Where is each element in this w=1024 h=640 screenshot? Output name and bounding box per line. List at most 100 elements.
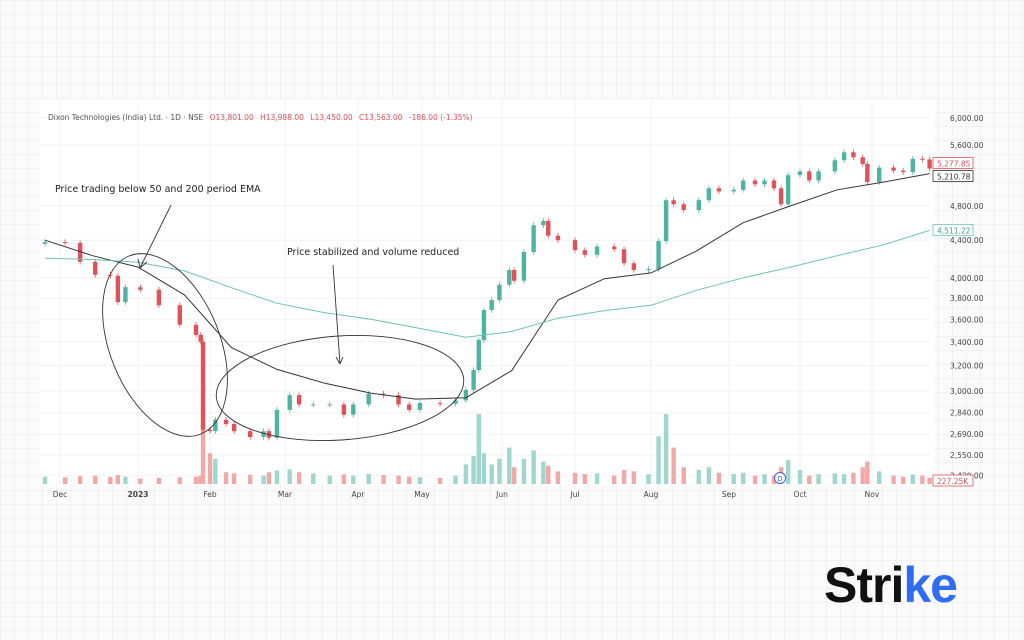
- volume-bar: [860, 467, 865, 484]
- volume-bar: [762, 474, 767, 484]
- symbol-name: Dixon Technologies (India) Ltd. · 1D · N…: [48, 113, 204, 122]
- candle-body: [910, 158, 915, 173]
- volume-bar: [706, 467, 712, 484]
- candle-body: [555, 235, 561, 241]
- volume-bar: [541, 461, 546, 484]
- candle-body: [511, 269, 517, 281]
- candle-body: [198, 334, 203, 342]
- volume-bar: [851, 472, 856, 484]
- symbol-header: Dixon Technologies (India) Ltd. · 1D · N…: [48, 113, 473, 122]
- volume-bar: [261, 475, 266, 484]
- annotation-text-middle: Price stabilized and volume reduced: [287, 247, 460, 258]
- y-tick-label: 3,800.00: [950, 294, 984, 303]
- volume-bar: [741, 472, 746, 484]
- x-tick-label: Jun: [495, 490, 508, 499]
- x-tick-label: Jul: [569, 490, 579, 499]
- x-tick-label: May: [414, 490, 430, 499]
- x-tick-label: Dec: [53, 490, 68, 499]
- volume-bar: [366, 473, 371, 484]
- volume-bar: [481, 453, 487, 484]
- volume-bar: [696, 470, 702, 484]
- y-tick-label: 2,550.00: [950, 451, 984, 460]
- candle-body: [594, 246, 600, 255]
- volume-bar: [646, 474, 651, 484]
- candle-body: [646, 268, 651, 270]
- volume-bar: [453, 475, 458, 484]
- candle-body: [261, 431, 266, 438]
- candle-body: [437, 403, 443, 405]
- candle-body: [463, 389, 469, 401]
- volume-bar: [417, 477, 423, 484]
- ohlc-open: O13,801.00: [209, 113, 254, 122]
- volume-bar: [156, 477, 162, 484]
- volume-bar: [511, 467, 517, 484]
- volume-label: 227.25K: [937, 477, 969, 486]
- candle-body: [631, 263, 637, 270]
- y-tick-label: 4,800.00: [950, 202, 984, 211]
- candle-body: [507, 269, 512, 285]
- volume-bar: [594, 473, 600, 484]
- volume-bar: [832, 473, 838, 484]
- candle-body: [546, 220, 551, 236]
- candle-body: [696, 200, 702, 211]
- last-price-label-box: [932, 157, 974, 169]
- volume-bar: [521, 458, 527, 484]
- volume-bar: [656, 436, 661, 484]
- candle-body: [327, 404, 332, 406]
- candle-body: [716, 188, 722, 192]
- ema200-price-label: 4,511.22: [937, 226, 971, 235]
- candle-body: [200, 341, 206, 430]
- annotation-ellipse-left: [102, 253, 228, 437]
- candle-body: [865, 163, 870, 183]
- candle-body: [891, 167, 896, 171]
- volume-bar: [572, 472, 578, 484]
- candle-body: [471, 370, 476, 390]
- y-tick-label: 3,200.00: [950, 362, 984, 371]
- x-tick-label: 2023: [128, 490, 149, 499]
- candle-body: [832, 160, 838, 172]
- svg-text:D: D: [777, 475, 782, 483]
- price-change: -186.00 (-1.35%): [408, 113, 473, 122]
- candle-body: [681, 204, 686, 211]
- candle-body: [752, 180, 758, 185]
- volume-bar: [471, 456, 476, 484]
- candle-body: [621, 249, 627, 264]
- candle-body: [138, 287, 143, 290]
- dividend-marker[interactable]: D: [774, 472, 786, 484]
- y-tick-label: 3,600.00: [950, 315, 984, 324]
- volume-bar: [785, 460, 791, 484]
- x-tick-label: Mar: [278, 490, 293, 499]
- candle-body: [920, 158, 925, 160]
- volume-bar: [489, 464, 494, 484]
- x-tick-label: Aug: [644, 490, 659, 499]
- candle-body: [481, 310, 487, 341]
- candle-body: [731, 189, 736, 192]
- volume-bar: [546, 465, 551, 484]
- candle-body: [296, 395, 302, 405]
- volume-bar: [555, 471, 561, 484]
- y-tick-label: 5,600.00: [950, 141, 984, 150]
- candle-body: [901, 170, 906, 173]
- candle-body: [213, 419, 218, 432]
- candle-body: [93, 261, 98, 275]
- candle-body: [396, 395, 401, 405]
- candle-body: [476, 340, 481, 371]
- plot-area: [40, 100, 935, 485]
- ema200-line: [44, 229, 930, 338]
- candle-body: [108, 274, 113, 276]
- volume-bar: [612, 475, 617, 484]
- ema50-price-label-box: [932, 170, 974, 182]
- ema200-price-label-box: [932, 223, 974, 236]
- volume-bar: [681, 467, 686, 484]
- volume-bar: [752, 475, 758, 484]
- volume-bar: [671, 447, 676, 484]
- volume-bar: [193, 476, 199, 484]
- candle-body: [816, 171, 821, 181]
- candle-body: [706, 188, 712, 201]
- volume-bar: [582, 474, 588, 484]
- candle-body: [851, 152, 856, 158]
- x-tick-label: Sep: [722, 490, 736, 499]
- candle-body: [274, 409, 280, 438]
- candle-body: [497, 284, 502, 301]
- candle-body: [42, 241, 48, 244]
